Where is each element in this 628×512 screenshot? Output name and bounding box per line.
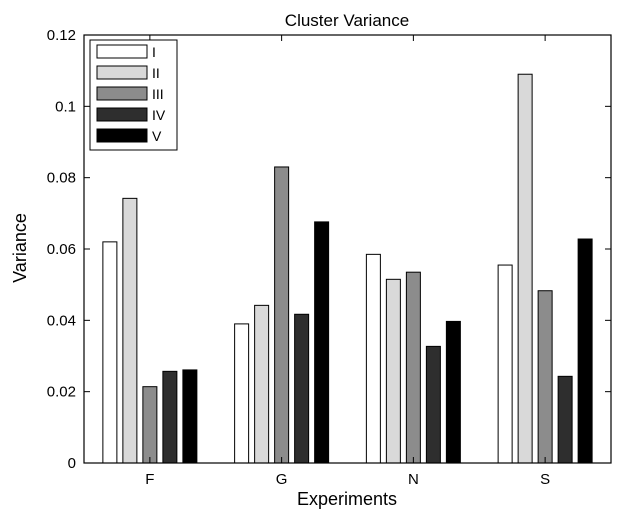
y-tick-label: 0.06: [47, 241, 76, 258]
legend-swatch: [96, 128, 148, 143]
chart-title: Cluster Variance: [285, 11, 409, 30]
bar-iii-s: [537, 290, 553, 464]
bar-iv-f: [162, 370, 178, 464]
bar-i-f: [102, 241, 118, 464]
bar-i-g: [234, 323, 250, 464]
bar-iv-g: [294, 313, 310, 464]
bar-ii-n: [385, 278, 401, 464]
x-tick-label: S: [540, 471, 550, 488]
legend-label: I: [152, 44, 156, 60]
bar-iv-s: [557, 375, 573, 464]
legend-label: V: [152, 128, 162, 144]
bars-group: [102, 73, 593, 464]
bar-ii-g: [254, 304, 270, 464]
legend-label: II: [152, 65, 160, 81]
bar-v-s: [577, 238, 593, 464]
bar-v-g: [314, 221, 330, 464]
legend-swatch: [96, 65, 148, 80]
y-tick-label: 0.12: [47, 27, 76, 44]
y-tick-label: 0: [68, 455, 76, 472]
bar-iii-n: [405, 271, 421, 464]
bar-ii-s: [517, 73, 533, 464]
bar-iv-n: [425, 345, 441, 464]
x-tick-label: N: [408, 471, 419, 488]
bar-i-n: [365, 253, 381, 464]
bar-iii-f: [142, 386, 158, 464]
x-axis-label: Experiments: [297, 489, 397, 509]
y-axis-label: Variance: [10, 213, 30, 283]
y-tick-label: 0.04: [47, 312, 76, 329]
legend-label: IV: [152, 107, 166, 123]
legend-swatch: [96, 107, 148, 122]
legend-swatch: [96, 86, 148, 101]
bar-ii-f: [122, 197, 138, 464]
bar-v-f: [182, 369, 198, 464]
legend-label: III: [152, 86, 164, 102]
bar-iii-g: [274, 166, 290, 464]
y-tick-label: 0.02: [47, 384, 76, 401]
x-tick-label: F: [145, 471, 154, 488]
x-tick-label: G: [276, 471, 288, 488]
y-tick-label: 0.1: [55, 98, 76, 115]
y-tick-label: 0.08: [47, 170, 76, 187]
y-axis: 0 0.02 0.04 0.06 0.08 0.1 0.12: [47, 27, 611, 472]
bar-i-s: [497, 264, 513, 464]
bar-v-n: [445, 320, 461, 464]
legend-swatch: [96, 44, 148, 59]
